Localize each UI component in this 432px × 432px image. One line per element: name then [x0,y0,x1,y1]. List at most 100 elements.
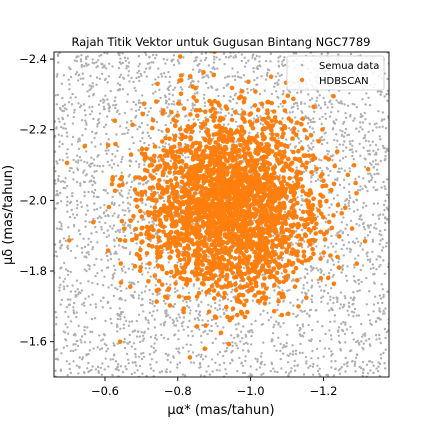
data-point-all [138,80,140,82]
data-point-all [319,167,321,169]
data-point-all [173,100,175,102]
data-point-all [79,182,81,184]
data-point-all [72,309,74,311]
data-point-all [169,371,171,373]
data-point-all [168,86,170,88]
data-point-all [76,207,78,209]
data-point-all [56,190,58,192]
data-point-all [377,255,379,257]
data-point-all [121,268,123,270]
data-point-all [355,357,357,359]
data-point-all [379,243,381,245]
data-point-all [319,118,321,120]
data-point-all [110,90,112,92]
chart-title: Rajah Titik Vektor untuk Gugusan Bintang… [72,35,371,49]
data-point-hdbscan [321,250,326,255]
data-point-all [381,302,383,304]
data-point-all [116,150,118,152]
data-point-all [250,335,252,337]
data-point-all [362,206,364,208]
data-point-all [250,323,252,325]
data-point-all [359,126,361,128]
data-point-all [151,303,153,305]
data-point-all [199,311,201,313]
data-point-all [112,104,114,106]
data-point-all [313,121,315,123]
data-point-all [165,96,167,98]
data-point-all [295,230,297,232]
data-point-all [354,361,356,363]
data-point-hdbscan [131,214,136,219]
data-point-all [326,167,328,169]
data-point-all [327,292,329,294]
data-point-all [142,335,144,337]
data-point-all [79,282,81,284]
data-point-all [196,92,198,94]
data-point-all [147,328,149,330]
data-point-all [342,144,344,146]
data-point-all [378,266,380,268]
data-point-all [358,283,360,285]
data-point-hdbscan [107,205,112,210]
data-point-all [153,223,155,225]
data-point-all [276,309,278,311]
data-point-all [74,349,76,351]
data-point-all [331,106,333,108]
data-point-all [91,331,93,333]
data-point-all [228,75,230,77]
data-point-all [315,267,317,269]
data-point-all [324,113,326,115]
data-point-hdbscan [335,149,340,154]
data-point-all [91,110,93,112]
data-point-hdbscan [123,238,128,243]
data-point-all [180,263,182,265]
data-point-all [315,309,317,311]
data-point-all [173,103,175,105]
data-point-all [184,156,186,158]
data-point-hdbscan [291,203,296,208]
data-point-all [323,139,325,141]
data-point-all [222,342,224,344]
data-point-all [76,181,78,183]
data-point-all [117,89,119,91]
data-point-all [331,159,333,161]
data-point-all [330,350,332,352]
data-point-all [310,298,312,300]
data-point-all [148,111,150,113]
data-point-all [341,269,343,271]
data-point-all [295,316,297,318]
data-point-all [373,227,375,229]
data-point-all [198,287,200,289]
data-point-all [262,124,264,126]
data-point-hdbscan [182,270,187,275]
data-point-hdbscan [290,224,295,229]
data-point-all [301,352,303,354]
data-point-all [130,160,132,162]
data-point-all [191,330,193,332]
data-point-all [229,362,231,364]
data-point-all [132,331,134,333]
data-point-all [288,372,290,374]
data-point-hdbscan [247,112,252,117]
data-point-all [208,64,210,66]
data-point-all [166,283,168,285]
data-point-all [304,292,306,294]
data-point-all [346,280,348,282]
data-point-all [58,175,60,177]
data-point-all [357,340,359,342]
data-point-all [347,105,349,107]
data-point-all [101,63,103,65]
data-point-all [223,124,225,126]
data-point-all [216,309,218,311]
data-point-all [91,184,93,186]
data-point-all [99,100,101,102]
data-point-hdbscan [301,210,306,215]
data-point-all [252,67,254,69]
data-point-all [348,92,350,94]
data-point-hdbscan [313,238,318,243]
data-point-all [369,104,371,106]
data-point-all [104,320,106,322]
data-point-all [295,52,297,54]
data-point-all [78,230,80,232]
data-point-all [335,243,337,245]
